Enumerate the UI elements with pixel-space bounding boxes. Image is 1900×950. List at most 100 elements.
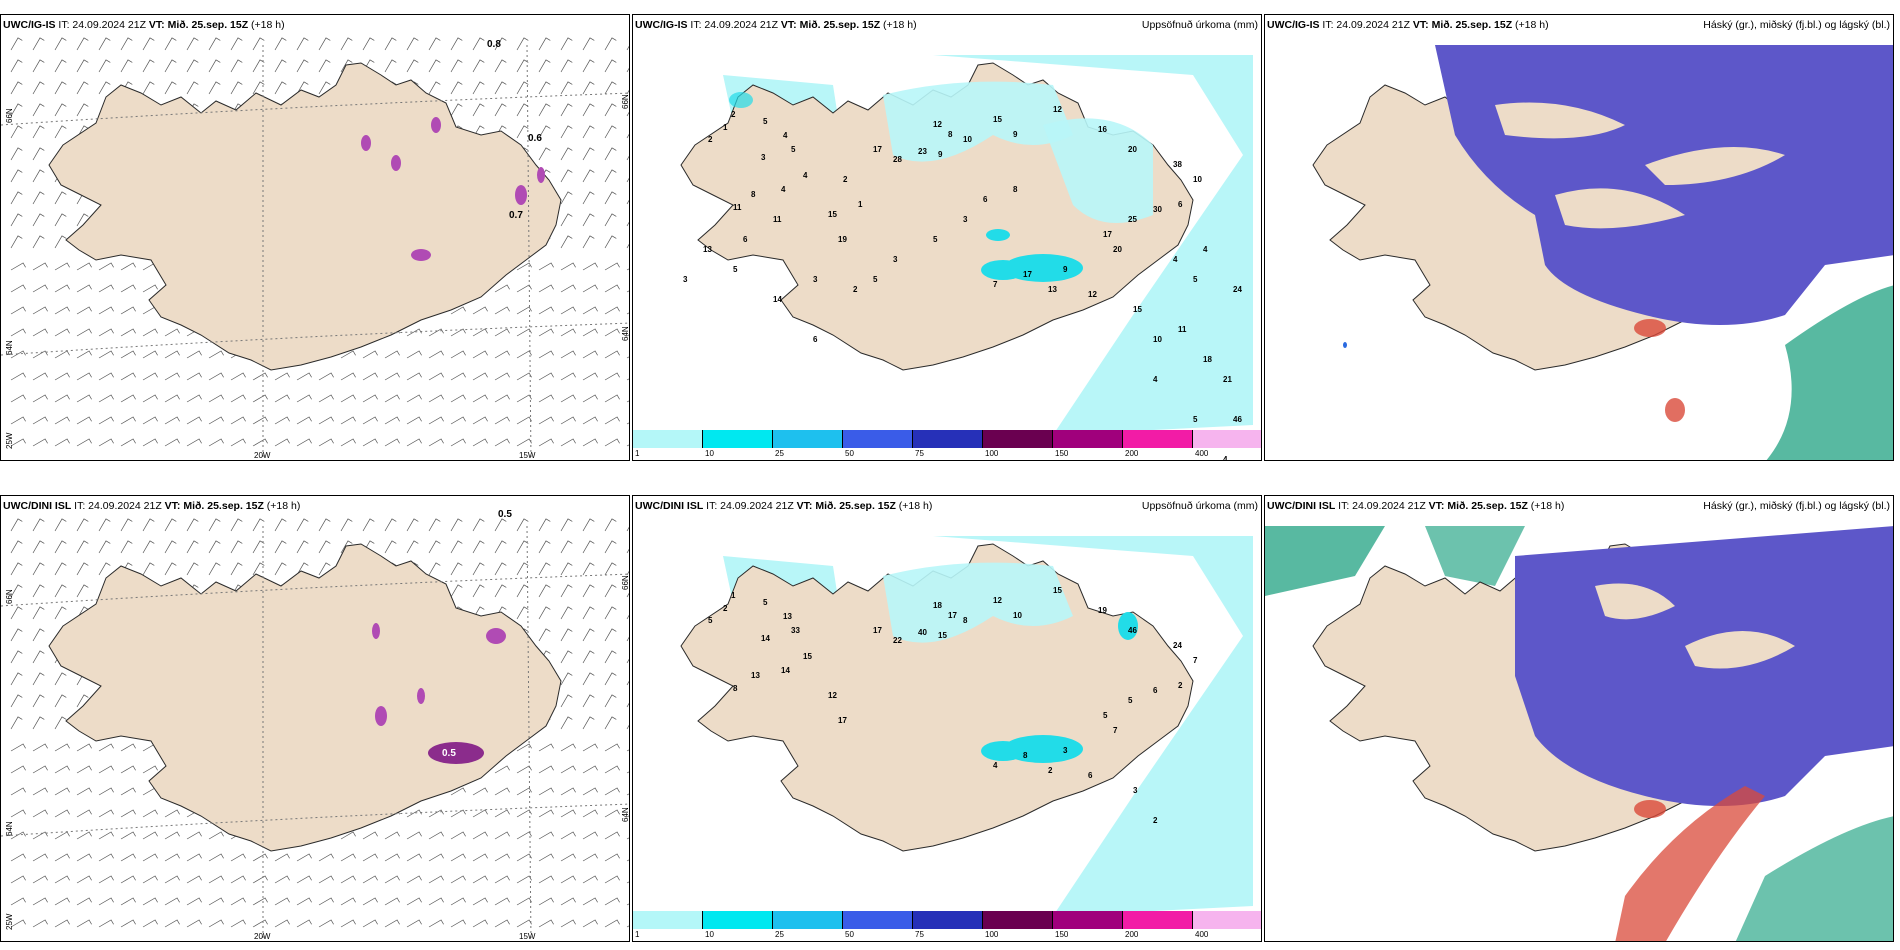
wind-barb xyxy=(538,262,554,271)
wind-barb xyxy=(538,350,554,359)
wind-barb xyxy=(604,262,620,271)
wind-barb xyxy=(582,438,598,447)
precip-value: 2 xyxy=(1048,766,1053,775)
wind-barb xyxy=(384,540,397,554)
wind-barb xyxy=(560,438,576,447)
wind-barb xyxy=(76,350,92,359)
wind-barb xyxy=(120,897,136,906)
precip-area xyxy=(723,55,1253,435)
wind-barb xyxy=(384,372,400,381)
wind-barb xyxy=(582,540,595,554)
precip-value: 17 xyxy=(873,626,882,635)
wind-barb xyxy=(10,169,23,183)
lat-label: 66N xyxy=(621,575,630,590)
wind-barb xyxy=(208,540,221,554)
wind-barb xyxy=(98,37,111,51)
legend-swatch xyxy=(703,911,773,929)
wind-barb xyxy=(230,875,246,884)
wind-barb xyxy=(54,103,67,117)
wind-barb xyxy=(560,191,573,205)
legend-tick: 10 xyxy=(705,449,714,458)
wind-barb xyxy=(10,540,23,554)
wind-barb xyxy=(472,350,488,359)
wind-barb xyxy=(472,59,485,73)
legend-tick: 75 xyxy=(915,930,924,939)
precip-value: 38 xyxy=(1173,160,1182,169)
wind-barb xyxy=(604,438,620,447)
convective-band xyxy=(1615,786,1765,941)
wind-barb xyxy=(362,831,378,840)
panel-clouds-igis: UWC/IG-IS IT: 24.09.2024 21Z VT: Mið. 25… xyxy=(1264,14,1894,461)
wind-barb xyxy=(318,540,331,554)
precip-value: 28 xyxy=(893,155,902,164)
wind-barb xyxy=(604,213,617,227)
precip-value: 15 xyxy=(1053,586,1062,595)
grid-line xyxy=(1,573,629,607)
wind-barb xyxy=(450,103,463,117)
wind-barb xyxy=(98,518,111,532)
wind-barb xyxy=(10,147,23,161)
wind-barb xyxy=(582,328,598,337)
wind-barb xyxy=(252,518,265,532)
wind-barb xyxy=(450,831,466,840)
wind-barb xyxy=(560,37,573,51)
wind-barb xyxy=(274,853,290,862)
wind-barb xyxy=(626,133,629,139)
precip-value: 13 xyxy=(703,245,712,254)
wind-barb xyxy=(76,809,92,818)
legend-tick: 400 xyxy=(1195,930,1209,939)
wind-barb xyxy=(494,919,510,928)
precip-value: 4 xyxy=(993,761,998,770)
wind-barb xyxy=(54,262,70,271)
wind-barb xyxy=(32,628,45,642)
wind-barb xyxy=(450,853,466,862)
wind-barb xyxy=(296,416,312,425)
wind-barb xyxy=(98,372,114,381)
panel-header: UWC/IG-IS IT: 24.09.2024 21Z VT: Mið. 25… xyxy=(635,19,917,31)
wind-barb xyxy=(340,59,353,73)
wind-barb xyxy=(10,765,26,774)
wind-barb xyxy=(538,416,554,425)
wind-barb xyxy=(10,650,23,664)
wind-barb xyxy=(582,628,595,642)
wind-barb xyxy=(318,438,334,447)
precip-value: 5 xyxy=(708,616,713,625)
wind-barb xyxy=(98,438,114,447)
wind-barb xyxy=(318,853,334,862)
wind-barb xyxy=(142,81,155,95)
wind-barb xyxy=(494,875,510,884)
wind-barb xyxy=(494,787,510,796)
wind-barb xyxy=(164,562,177,576)
wind-barb xyxy=(186,350,202,359)
wind-barb xyxy=(164,809,180,818)
legend-swatch xyxy=(1123,430,1193,448)
legend-tick: 75 xyxy=(915,449,924,458)
panel-header: UWC/DINI ISL IT: 24.09.2024 21Z VT: Mið.… xyxy=(1267,500,1565,512)
panel-header: UWC/IG-IS IT: 24.09.2024 21Z VT: Mið. 25… xyxy=(1267,19,1549,31)
wind-barb xyxy=(516,59,529,73)
wind-barb xyxy=(450,438,466,447)
wind-barb xyxy=(10,125,23,139)
wind-barb xyxy=(120,394,136,403)
iceland-land xyxy=(680,543,1194,852)
wind-barb xyxy=(362,853,378,862)
wind-barb xyxy=(10,787,26,796)
wind-barb xyxy=(472,831,488,840)
wind-barb xyxy=(494,416,510,425)
precip-value: 5 xyxy=(733,265,738,274)
wind-barb xyxy=(98,809,114,818)
wind-barb xyxy=(538,284,554,293)
wind-barb xyxy=(428,809,444,818)
precip-value: 10 xyxy=(1193,175,1202,184)
wind-barb xyxy=(626,636,629,642)
wind-barb xyxy=(10,518,23,532)
legend-tick: 10 xyxy=(705,930,714,939)
wind-barb xyxy=(318,416,334,425)
wind-barb xyxy=(626,724,629,730)
wind-barb xyxy=(538,328,554,337)
precip-value: 33 xyxy=(791,626,800,635)
wind-barb xyxy=(76,81,89,95)
precip-value: 13 xyxy=(751,671,760,680)
wind-barb xyxy=(450,328,466,337)
wind-barb xyxy=(142,438,158,447)
